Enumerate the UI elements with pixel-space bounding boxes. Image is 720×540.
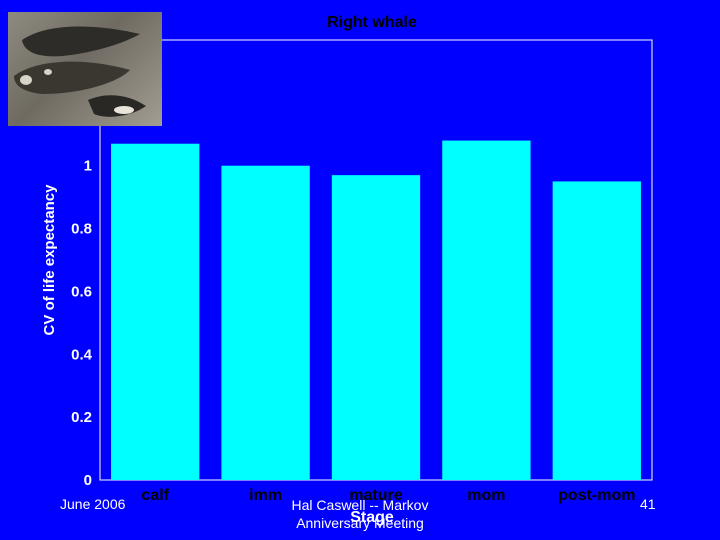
whale-illustration [8,12,162,126]
y-tick-label: 0 [84,472,92,489]
x-axis-label: Stage [350,509,394,526]
y-axis-label: CV of life expectancy [41,184,58,336]
x-axis-ticks: calf imm mature mom post-mom [141,487,635,504]
footer-event-line-1: Hal Caswell -- Markov [291,497,429,513]
bar-mature [331,175,421,480]
y-tick-label: 0.8 [71,221,92,238]
x-tick-label: calf [141,487,169,504]
footer-event: Hal Caswell -- Markov Anniversary Meetin… [280,496,440,532]
page-number: 41 [640,496,656,512]
x-tick-label: post-mom [558,487,635,504]
y-axis-ticks: 0 0.2 0.4 0.6 0.8 1 [71,158,93,489]
bar-post-mom [552,181,641,480]
y-tick-label: 0.2 [71,409,92,426]
x-tick-label: imm [249,487,282,504]
y-tick-label: 0.6 [71,283,92,300]
bar-imm [221,165,310,480]
chart-title: Right whale [327,14,417,31]
footer-date: June 2006 [60,496,126,512]
x-tick-label: mom [467,487,505,504]
y-tick-label: 0.4 [71,346,93,363]
footer-event-line-2: Anniversary Meeting [296,515,424,531]
bar-calf [111,143,200,480]
bar-mom [442,140,531,481]
bars [111,140,641,481]
x-tick-label: mature [349,487,402,504]
y-tick-label: 1 [84,158,92,175]
